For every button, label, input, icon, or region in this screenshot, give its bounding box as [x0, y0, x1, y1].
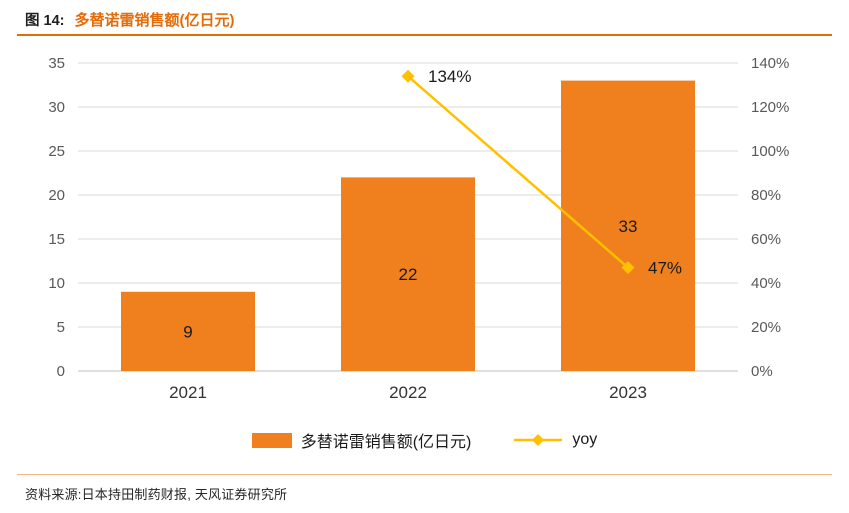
- legend-label-yoy: yoy: [572, 431, 598, 448]
- bar-2022: [341, 177, 475, 371]
- figure-title: 多替诺雷销售额(亿日元): [74, 12, 235, 29]
- diamond-marker: [621, 261, 635, 275]
- right-axis-tick: 140%: [751, 55, 789, 72]
- left-axis-tick: 25: [48, 143, 65, 160]
- legend-item-yoy: yoy: [513, 431, 597, 449]
- bar-value-label: 33: [619, 217, 638, 236]
- right-axis-tick: 40%: [751, 275, 781, 292]
- left-axis-tick: 35: [48, 55, 65, 72]
- left-axis-tick: 5: [57, 319, 65, 336]
- left-axis-tick: 20: [48, 187, 65, 204]
- bar-value-label: 9: [183, 322, 192, 341]
- left-axis-tick: 30: [48, 99, 65, 116]
- diamond-marker: [401, 69, 415, 83]
- legend: 多替诺雷销售额(亿日元) yoy: [0, 428, 849, 452]
- x-axis-label: 2021: [169, 383, 207, 402]
- bar-2023: [561, 80, 695, 371]
- right-axis-tick: 0%: [751, 363, 773, 380]
- legend-item-sales: 多替诺雷销售额(亿日元): [251, 428, 472, 452]
- line-point-label: 134%: [428, 67, 471, 86]
- x-axis-label: 2022: [389, 383, 427, 402]
- source-note: 资料来源:日本持田制药财报, 天风证券研究所: [25, 487, 288, 502]
- legend-label-sales: 多替诺雷销售额(亿日元): [300, 434, 472, 451]
- bar-value-label: 22: [399, 265, 418, 284]
- figure-number-label: 图 14:: [25, 13, 65, 29]
- left-axis-tick: 0: [57, 363, 65, 380]
- right-axis-tick: 120%: [751, 99, 789, 116]
- x-axis-label: 2023: [609, 383, 647, 402]
- left-axis-tick: 10: [48, 275, 65, 292]
- yoy-line: [407, 75, 629, 269]
- bar-series-swatch: [251, 432, 292, 448]
- right-axis-tick: 60%: [751, 231, 781, 248]
- right-axis-tick: 20%: [751, 319, 781, 336]
- right-axis-tick: 80%: [751, 187, 781, 204]
- header-divider: [17, 34, 832, 36]
- left-axis-tick: 15: [48, 231, 65, 248]
- right-axis-tick: 100%: [751, 143, 789, 160]
- figure-header: 图 14: 多替诺雷销售额(亿日元): [25, 9, 824, 30]
- bar-2021: [121, 291, 255, 371]
- footer-divider: [17, 474, 832, 475]
- line-point-label: 47%: [648, 259, 682, 278]
- line-series-swatch: [514, 434, 563, 446]
